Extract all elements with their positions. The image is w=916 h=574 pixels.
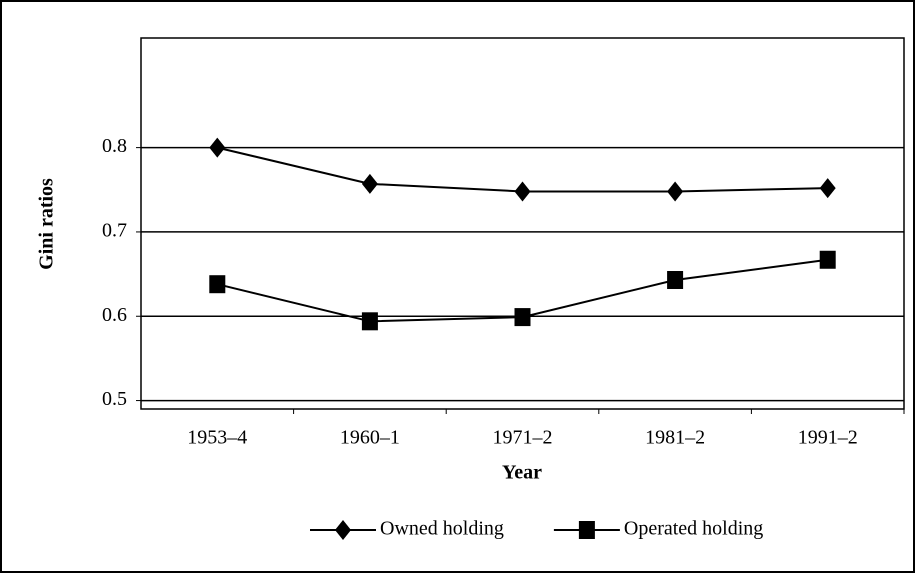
point-marker <box>209 275 226 294</box>
legend-marker <box>335 520 351 540</box>
x-tick-label: 1953–4 <box>187 427 247 449</box>
x-axis-label: Year <box>502 462 542 484</box>
point-marker <box>361 173 378 194</box>
point-marker <box>514 308 531 327</box>
point-marker <box>361 312 378 331</box>
point-marker <box>667 181 684 202</box>
point-marker <box>667 270 684 289</box>
legend-label: Operated holding <box>624 518 763 540</box>
x-tick-label: 1971–2 <box>493 427 553 449</box>
x-tick-label: 1991–2 <box>798 427 858 449</box>
x-tick-label: 1960–1 <box>340 427 400 449</box>
legend-label: Owned holding <box>380 518 504 540</box>
plot-frame <box>140 37 905 410</box>
x-tick-label: 1981–2 <box>645 427 705 449</box>
legend-marker <box>578 521 595 539</box>
y-tick-label: 0.5 <box>102 388 127 410</box>
point-marker <box>819 250 836 269</box>
point-marker <box>819 178 836 199</box>
y-axis-label: Gini ratios <box>36 178 58 270</box>
y-tick-label: 0.7 <box>102 220 127 242</box>
y-tick-label: 0.6 <box>102 304 127 326</box>
y-tick-label: 0.8 <box>102 135 127 157</box>
point-marker <box>209 137 226 158</box>
point-marker <box>514 181 531 202</box>
